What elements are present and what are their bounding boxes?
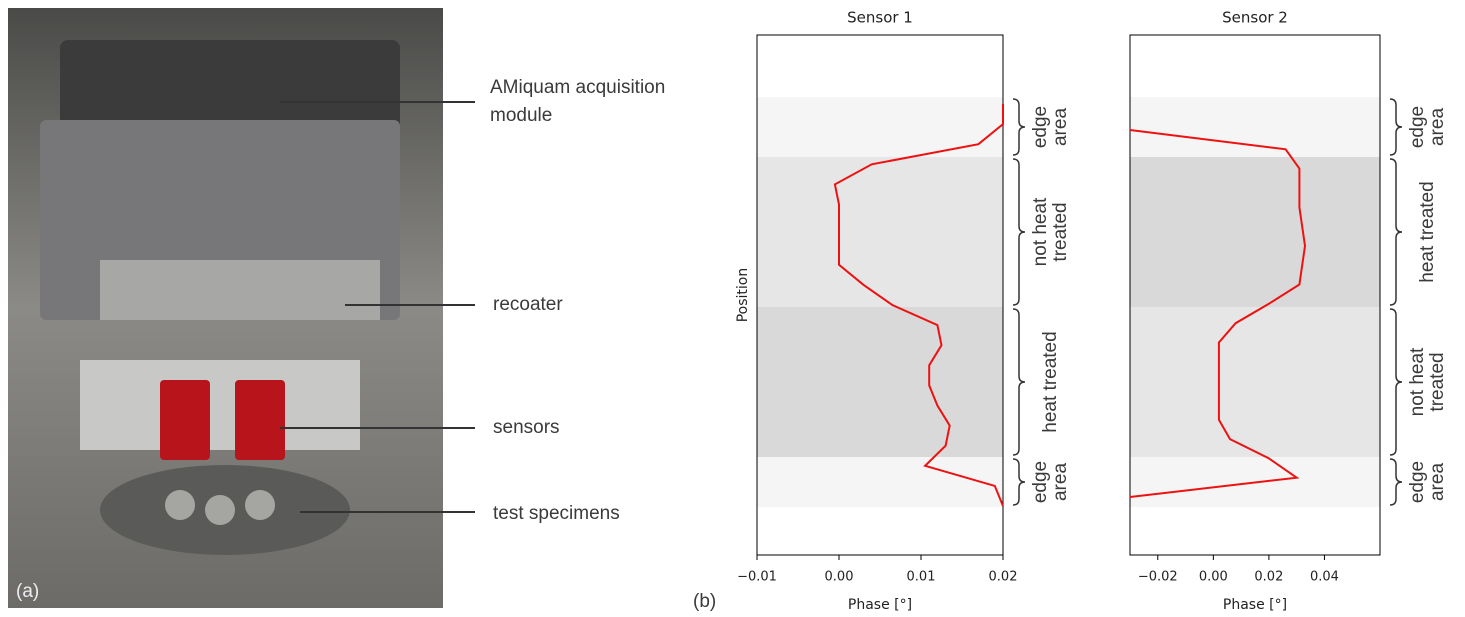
region-label: edge — [1407, 461, 1428, 503]
x-tick-label: 0.00 — [1199, 570, 1228, 585]
brace — [1012, 98, 1026, 156]
x-tick-label: 0.02 — [989, 570, 1018, 585]
region-band — [1130, 307, 1380, 457]
brace — [1389, 458, 1403, 506]
photo — [8, 8, 475, 608]
brace — [1389, 158, 1403, 306]
region-label: treated — [1050, 202, 1071, 261]
x-tick-label: −0.01 — [737, 570, 777, 585]
y-axis-label: Position — [735, 268, 751, 323]
brace — [1389, 308, 1403, 456]
region-band — [757, 97, 1003, 157]
region-band — [757, 307, 1003, 457]
brace — [1012, 458, 1026, 506]
region-label: area — [1427, 108, 1448, 146]
data-line — [833, 104, 1004, 507]
region-label: treated — [1427, 352, 1448, 411]
region-label: not heat — [1030, 197, 1051, 266]
annotation: sensors — [493, 417, 560, 438]
region-band — [1130, 97, 1380, 157]
region-label: heat treated — [1417, 181, 1438, 282]
x-tick-label: 0.00 — [825, 570, 854, 585]
x-tick-label: 0.04 — [1310, 570, 1339, 585]
data-line — [1129, 129, 1307, 498]
region-label: area — [1050, 463, 1071, 501]
plot-frame — [756, 34, 1004, 556]
region-band — [1130, 157, 1380, 307]
x-tick-label: 0.01 — [907, 570, 936, 585]
x-tick-label: 0.02 — [1254, 570, 1283, 585]
brace — [1012, 308, 1026, 456]
x-tick-label: −0.02 — [1138, 570, 1178, 585]
annotation: recoater — [493, 294, 563, 315]
region-label: edge — [1030, 106, 1051, 148]
annotation: AMiquam acquisition — [490, 77, 665, 98]
chart-title: Sensor 1 — [847, 9, 913, 27]
brace — [1012, 158, 1026, 306]
chart-title: Sensor 2 — [1222, 9, 1288, 27]
plot-frame — [1129, 34, 1381, 556]
x-axis-label: Phase [°] — [848, 597, 912, 613]
panel-label: (a) — [16, 581, 39, 602]
region-label: area — [1427, 463, 1448, 501]
region-label: area — [1050, 108, 1071, 146]
brace — [1389, 98, 1403, 156]
region-label: edge — [1030, 461, 1051, 503]
panel-label: (b) — [693, 591, 716, 612]
annotation: test specimens — [493, 503, 620, 524]
region-label: not heat — [1407, 347, 1428, 416]
region-band — [757, 157, 1003, 307]
region-label: edge — [1407, 106, 1428, 148]
region-label: heat treated — [1040, 331, 1061, 432]
annotation: module — [490, 105, 552, 126]
x-axis-label: Phase [°] — [1223, 597, 1287, 613]
region-band — [757, 457, 1003, 507]
